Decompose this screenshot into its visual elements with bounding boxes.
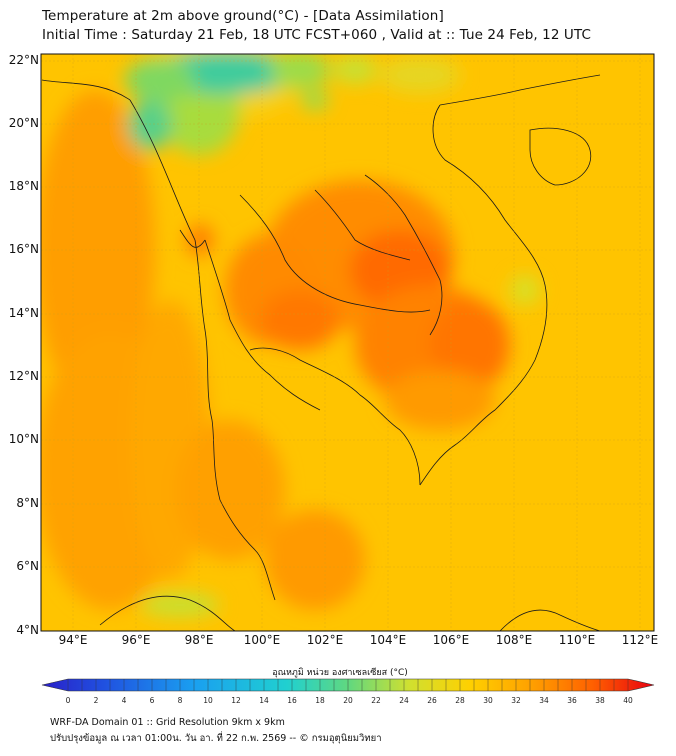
lat-tick-label: 14°N <box>8 306 39 320</box>
lon-tick-label: 108°E <box>495 633 533 647</box>
lon-tick-label: 94°E <box>58 633 88 647</box>
colorbar-tick-label: 6 <box>149 696 155 705</box>
lon-tick-label: 100°E <box>243 633 281 647</box>
chart-subtitle: Initial Time : Saturday 21 Feb, 18 UTC F… <box>42 27 591 43</box>
lat-tick-label: 4°N <box>16 623 39 637</box>
colorbar-tick-label: 10 <box>203 696 213 705</box>
lon-tick-label: 96°E <box>121 633 151 647</box>
colorbar-tick-label: 0 <box>65 696 71 705</box>
map-frame <box>40 53 655 632</box>
colorbar-tick-label: 8 <box>177 696 183 705</box>
lon-tick-label: 104°E <box>369 633 407 647</box>
colorbar-tick-label: 38 <box>595 696 605 705</box>
colorbar-tick-label: 14 <box>259 696 269 705</box>
colorbar-tick-label: 24 <box>399 696 409 705</box>
colorbar-tick-label: 36 <box>567 696 577 705</box>
lat-tick-label: 22°N <box>8 53 39 67</box>
colorbar-tick-label: 32 <box>511 696 521 705</box>
colorbar-tick-label: 20 <box>343 696 353 705</box>
temperature-field <box>41 54 540 617</box>
colorbar-tick-label: 12 <box>231 696 241 705</box>
footer-model-info: WRF-DA Domain 01 :: Grid Resolution 9km … <box>50 717 285 728</box>
footer-update-info: ปรับปรุงข้อมูล ณ เวลา 01:00น. วัน อา. ที… <box>50 733 382 744</box>
lat-tick-label: 12°N <box>8 369 39 383</box>
lat-tick-label: 20°N <box>8 116 39 130</box>
colorbar-tick-label: 2 <box>93 696 99 705</box>
colorbar-tick-label: 4 <box>121 696 127 705</box>
colorbar-tick-label: 34 <box>539 696 549 705</box>
lat-tick-label: 10°N <box>8 432 39 446</box>
lat-tick-label: 6°N <box>16 559 39 573</box>
colorbar-tick-label: 18 <box>315 696 325 705</box>
lon-tick-label: 106°E <box>432 633 470 647</box>
colorbar-tick-label: 26 <box>427 696 437 705</box>
colorbar-tick-label: 16 <box>287 696 297 705</box>
colorbar-tick-label: 30 <box>483 696 493 705</box>
lon-tick-label: 110°E <box>558 633 596 647</box>
lat-tick-label: 18°N <box>8 179 39 193</box>
lat-tick-label: 16°N <box>8 242 39 256</box>
lon-tick-label: 112°E <box>621 633 659 647</box>
colorbar-tick-label: 22 <box>371 696 381 705</box>
borders <box>41 74 601 631</box>
colorbar-tick-label: 40 <box>623 696 633 705</box>
chart-title: Temperature at 2m above ground(°C) - [Da… <box>42 8 444 24</box>
colorbar-tick-label: 28 <box>455 696 465 705</box>
graticule <box>41 54 654 631</box>
lon-tick-label: 102°E <box>306 633 344 647</box>
lat-tick-label: 8°N <box>16 496 39 510</box>
colorbar-title: อุณหภูมิ หน่วย องศาเซลเซียส (°C) <box>272 668 408 678</box>
lon-tick-label: 98°E <box>184 633 214 647</box>
